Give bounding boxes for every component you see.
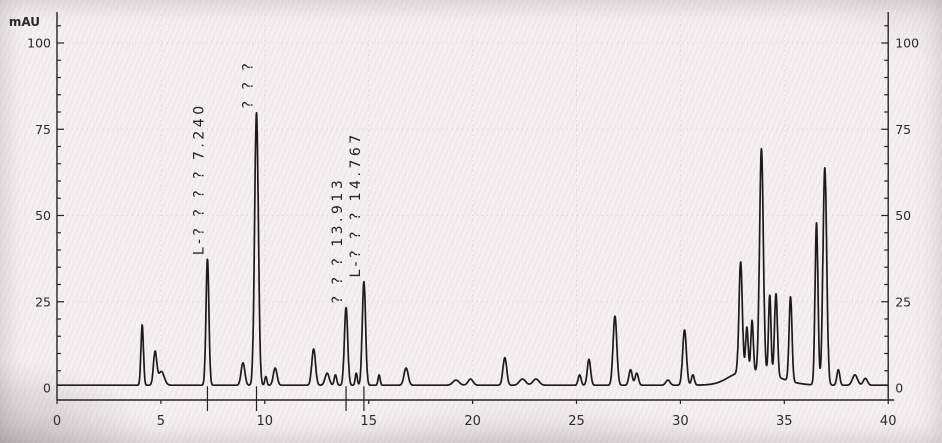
peak-label: L-? ? ? 14.767	[348, 131, 364, 277]
y-tick-label-right: 100	[895, 36, 919, 51]
x-tick-label: 10	[257, 414, 274, 429]
x-tick-label: 0	[53, 414, 61, 429]
peak-labels: L-? ? ? ? 7.240 ? ? ? ? ? ? 13.913 L-? ? ? …	[191, 60, 364, 304]
chromatogram-trace	[56, 111, 889, 387]
y-tick-label-left: 75	[35, 122, 51, 137]
x-tick-label: 5	[157, 414, 165, 429]
x-tick-label: 15	[360, 414, 377, 429]
peak-label: ? ? ? 13.913	[330, 177, 346, 304]
x-tick-label: 40	[880, 414, 897, 429]
x-tick-label: 20	[464, 414, 481, 429]
x-tick-label: 25	[568, 414, 585, 429]
axes: 0 0 25 25 50 50 75 75 100 100 0 5 10 15 20 25 30 35 40	[27, 12, 919, 429]
trace-path	[56, 111, 889, 387]
retention-time-markers	[206, 386, 365, 411]
y-tick-label-left: 50	[35, 208, 51, 223]
gridlines	[57, 15, 889, 400]
x-tick-label: 35	[776, 414, 793, 429]
y-axis-unit-label: mAU	[9, 15, 40, 29]
peak-label: L-? ? ? ? 7.240	[191, 102, 207, 255]
y-tick-label-left: 0	[43, 381, 51, 396]
y-tick-label-right: 25	[895, 294, 911, 309]
peak-label: ? ? ?	[241, 60, 257, 109]
y-tick-label-right: 0	[895, 381, 903, 396]
y-tick-label-left: 100	[27, 36, 51, 51]
y-tick-label-right: 75	[895, 122, 911, 137]
x-tick-label: 30	[672, 414, 689, 429]
y-tick-label-right: 50	[895, 208, 911, 223]
y-tick-label-left: 25	[35, 294, 51, 309]
